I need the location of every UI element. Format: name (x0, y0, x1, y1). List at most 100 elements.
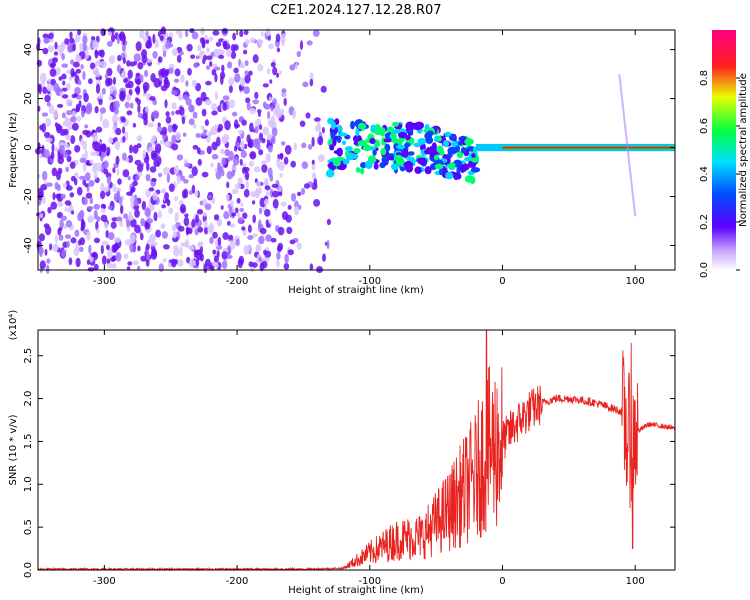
spectrogram-noise-dot (126, 60, 131, 67)
spectrogram-noise-dot (222, 28, 228, 34)
spectrogram-noise-dot (302, 81, 309, 88)
spectrogram-noise-dot (145, 174, 151, 182)
snr-line (37, 329, 676, 572)
spectrogram-noise-dot (117, 178, 122, 185)
spectrogram-noise-dot (108, 232, 115, 240)
spectrogram-noise-dot (255, 245, 260, 253)
spectrogram-noise-dot (111, 33, 115, 43)
spectrogram-noise-dot (214, 73, 218, 83)
spectrogram-noise-dot (267, 119, 273, 128)
spectrogram-noise-dot (193, 62, 199, 69)
spectrogram-noise-dot (301, 142, 307, 149)
spectrogram-noise-dot (195, 82, 202, 92)
spectrogram-signal-blob (459, 164, 468, 173)
spectrogram-noise-dot (53, 51, 59, 56)
spectrogram-noise-dot (153, 211, 158, 222)
spectrogram-noise-dot (126, 110, 133, 116)
spectrogram-noise-dot (309, 263, 314, 271)
spectrogram-noise-dot (168, 43, 174, 48)
spectrogram-noise-dot (44, 131, 51, 139)
spectrogram-noise-dot (201, 108, 207, 117)
spectrogram-noise-dot (213, 49, 220, 59)
spectrogram-signal-blob (414, 166, 422, 174)
spectrogram-noise-dot (217, 220, 222, 227)
spectrogram-noise-dot (64, 115, 68, 123)
spectrogram-noise-dot (189, 28, 195, 34)
spectrogram-noise-dot (95, 60, 102, 67)
spectrogram-noise-dot (145, 189, 152, 198)
spectrogram-noise-dot (275, 33, 281, 43)
spectrogram-noise-dot (195, 133, 201, 138)
spectrogram-noise-dot (57, 103, 64, 108)
spectrogram-noise-dot (122, 136, 126, 143)
spectrogram-noise-dot (146, 218, 154, 224)
colorbar-label: Normalized spectral amplitude (738, 73, 749, 227)
spectrogram-noise-dot (136, 163, 144, 173)
spectrogram-noise-dot (180, 74, 185, 83)
spectrogram-noise-dot (254, 126, 259, 134)
spectrogram-noise-dot (43, 223, 50, 229)
spectrogram-signal-blob (330, 120, 336, 130)
spectrogram-noise-dot (64, 234, 72, 240)
spectrogram-signal-blob (360, 167, 365, 175)
spectrogram-noise-dot (89, 197, 94, 205)
spectrogram-noise-dot (195, 97, 203, 106)
spectrogram-noise-dot (299, 120, 306, 127)
spectrogram-noise-dot (186, 43, 193, 52)
snr-y-ticks: 0.0 0.5 1.0 1.5 2.0 2.5 (23, 348, 675, 578)
spectrogram-noise-dot (69, 37, 75, 44)
spectrogram-signal-blob (373, 163, 379, 170)
spectrogram-noise-dot (246, 134, 251, 144)
spectrogram-noise-dot (203, 226, 209, 235)
spectrogram-signal-blob (434, 135, 439, 143)
spectrogram-noise-dot (49, 243, 53, 251)
spectrogram-noise-dot (115, 155, 120, 165)
spectrogram-noise-dot (79, 246, 84, 252)
spectrogram-noise-dot (261, 160, 267, 165)
spectrogram-noise-dot (191, 184, 196, 194)
colorbar-gradient (712, 30, 736, 270)
spectrogram-noise-dot (257, 109, 262, 114)
spectrogram-noise-dot (135, 72, 140, 78)
spectrogram-noise-dot (81, 218, 85, 228)
spectrogram-noise-dot (158, 80, 162, 87)
spectrogram-noise-dot (209, 61, 213, 67)
snr-x-ticks: -300 -200 -100 0 100 (93, 330, 645, 587)
spectrogram-noise-dot (45, 137, 53, 143)
spectrogram-noise-dot (106, 175, 112, 185)
spectrogram-noise-dot (101, 88, 106, 95)
spectrogram-noise-dot (119, 92, 126, 102)
spectrogram-noise-dot (42, 170, 48, 181)
spectrogram-noise-dot (126, 191, 133, 196)
spectrogram-noise-dot (42, 47, 49, 55)
spectrogram-noise-dot (243, 49, 248, 55)
spectrogram-noise-dot (247, 142, 252, 148)
spectrogram-noise-dot (87, 216, 93, 223)
spectrogram-noise-dot (215, 41, 222, 47)
spectrogram-noise-dot (94, 142, 102, 152)
spectrogram-noise-dot (221, 251, 228, 260)
spectrogram-noise-dot (238, 129, 243, 135)
spectrogram-noise-dot (205, 80, 212, 86)
spectrogram-noise-dot (64, 200, 72, 206)
y-tick-label: 1.0 (23, 476, 34, 492)
spectrogram-noise-dot (243, 188, 250, 198)
spectrogram-noise-dot (108, 55, 116, 64)
spectrogram-noise-dot (48, 104, 55, 115)
spectrogram-y-ticks: -40 -20 0 20 40 (23, 43, 675, 254)
spectrogram-signal-blob (365, 160, 373, 169)
spectrogram-noise-dot (120, 116, 126, 123)
spectrogram-noise-dot (166, 68, 170, 76)
spectrogram-noise-dot (52, 192, 56, 201)
spectrogram-noise-dot (148, 146, 155, 151)
spectrogram-noise-dot (177, 94, 184, 101)
spectrogram-noise-dot (296, 191, 302, 197)
spectrogram-noise-dot (106, 40, 113, 47)
spectrogram-noise-dot (100, 190, 106, 200)
spectrogram-noise-dot (231, 165, 237, 172)
spectrogram-noise-dot (239, 158, 243, 166)
spectrogram-noise-dot (93, 171, 98, 180)
spectrogram-noise-dot (210, 162, 214, 168)
spectrogram-noise-dot (183, 179, 189, 184)
spectrogram-noise-dot (106, 258, 111, 265)
